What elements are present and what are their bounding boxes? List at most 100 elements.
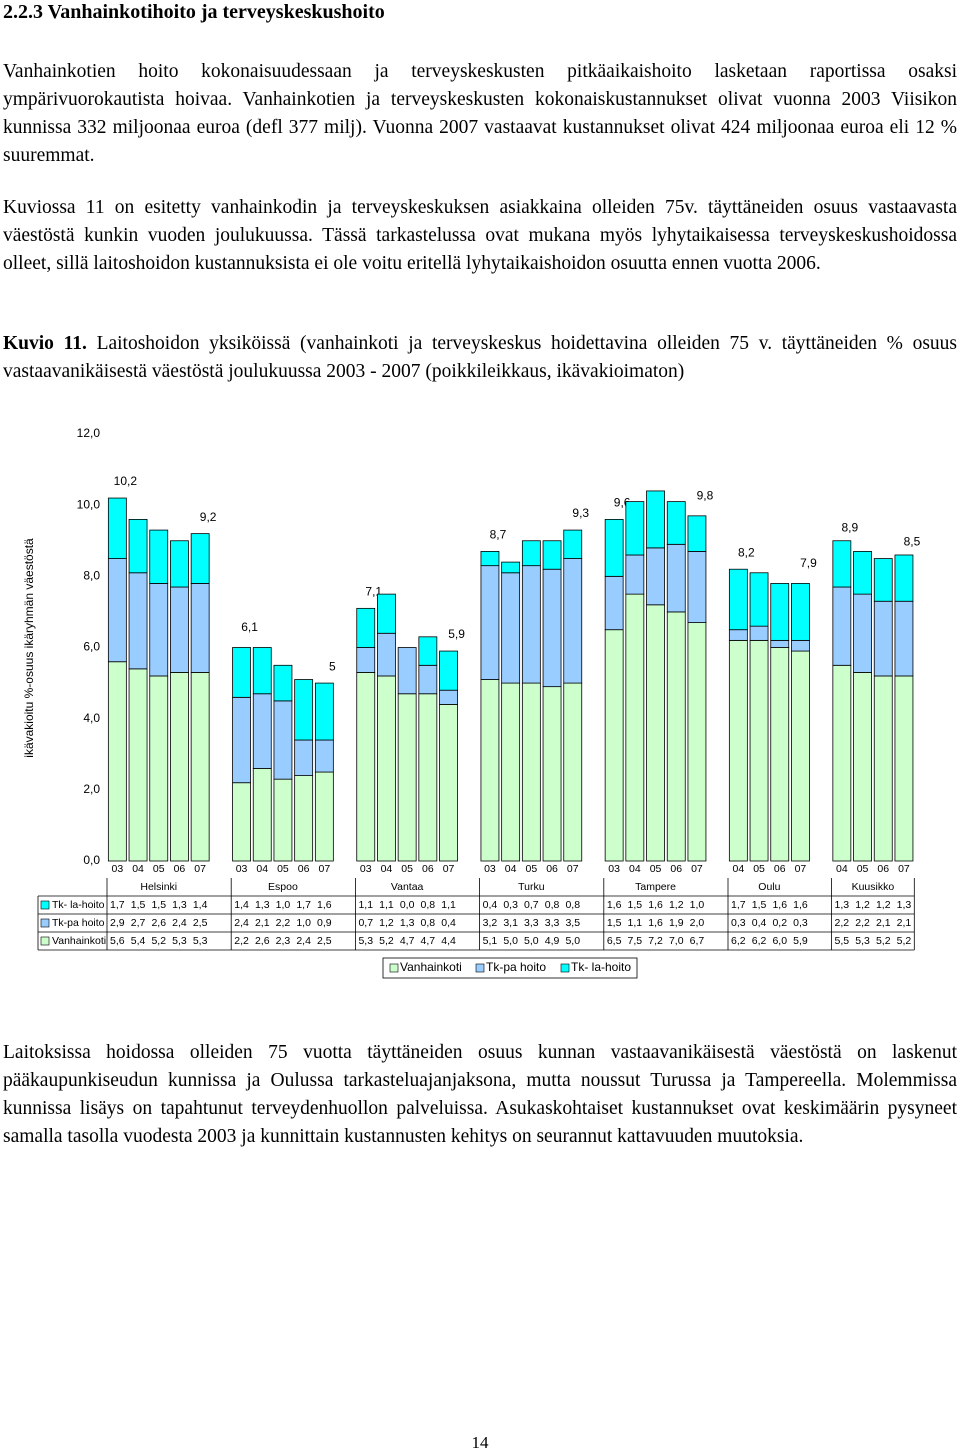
table-value: 0,4 [441,917,456,929]
table-value: 1,3 [172,899,187,911]
group-label: Tampere [635,881,676,893]
x-tick-label: 05 [153,863,165,875]
table-row-label: Vanhainkoti [52,935,106,947]
page-number: 14 [471,1433,489,1451]
table-value: 1,0 [690,899,705,911]
legend-label: Tk-pa hoito [486,960,546,974]
paragraph: Vanhainkotien hoito kokonaisuudessaan ja… [3,61,957,166]
x-tick-label: 03 [608,863,620,875]
x-tick-label: 03 [236,863,248,875]
y-tick-label: 4,0 [83,711,100,725]
x-tick-label: 06 [774,863,786,875]
bar-segment [149,583,169,677]
bar-segment [128,519,148,574]
caption: Kuvio 11. Laitoshoidon yksiköissä (vanha… [3,330,957,386]
paragraph: Kuviossa 11 on esitetty vanhainkodin ja … [3,197,957,274]
x-tick-label: 06 [670,863,682,875]
table-value: 3,1 [503,917,518,929]
table-value: 1,5 [628,899,643,911]
table-value: 1,1 [358,899,373,911]
bar-segment [521,682,541,862]
legend-box [382,957,638,979]
total-label: 6,1 [241,620,258,634]
table-value: 1,9 [669,917,684,929]
bar-segment [749,639,769,862]
bar-segment [356,647,376,673]
table-value: 1,3 [400,917,415,929]
bar-segment [273,778,293,862]
bar-segment [149,675,169,862]
bar-segment [563,558,583,684]
table-value: 5,3 [193,935,208,947]
total-label: 9,3 [572,506,589,520]
y-tick-label: 2,0 [83,782,100,796]
table-value: 5,6 [110,935,125,947]
table-value: 4,7 [421,935,436,947]
bar-segment [749,625,769,641]
table-value: 6,7 [690,935,705,947]
bar-segment [377,632,396,677]
bar-segment [501,572,521,684]
bar-segment [770,647,790,862]
table-value: 0,0 [400,899,415,911]
bar-segment [418,664,438,695]
y-tick-label: 8,0 [83,569,100,583]
bar-segment [894,600,914,677]
bar-segment [604,575,624,631]
bar-segment [687,551,707,623]
table-value: 1,2 [876,899,891,911]
bar-segment [666,611,686,862]
table-value: 1,7 [731,899,746,911]
group-label: Turku [518,881,545,893]
bar-segment [521,540,541,567]
bar-segment [314,771,334,862]
bar-segment [501,561,521,574]
table-value: 2,1 [876,917,891,929]
x-tick-label: 07 [567,863,579,875]
table-value: 5,4 [131,935,146,947]
table-value: 3,3 [545,917,560,929]
x-tick-label: 06 [174,863,186,875]
table-value: 1,0 [276,899,291,911]
table-value: 1,1 [628,917,643,929]
bar-segment [314,739,334,773]
table-value: 6,2 [752,935,767,947]
bar-segment [107,661,127,862]
table-value: 5,1 [483,935,498,947]
bar-segment [625,501,645,556]
bar-segment [190,672,210,862]
bar-segment [273,700,293,780]
bar-segment [873,675,893,862]
table-value: 2,1 [897,917,912,929]
heading: 2.2.3 Vanhainkotihoito ja terveyskeskush… [3,1,385,23]
x-tick-label: 05 [650,863,662,875]
bar-segment [294,739,314,776]
table-value: 2,7 [131,917,146,929]
total-label: 9,8 [697,488,714,502]
bar-segment [666,543,686,613]
table-value: 1,1 [441,899,456,911]
legend-key [389,963,399,973]
group-label: Oulu [758,881,780,893]
total-label: 5 [329,659,336,673]
table-value: 5,2 [876,935,891,947]
bar-segment [728,629,748,641]
bar-segment [770,583,790,641]
table-value: 1,1 [379,899,394,911]
bar-segment [439,689,458,705]
y-tick-label: 12,0 [77,426,101,440]
table-value: 0,2 [772,917,787,929]
table-value: 1,4 [193,899,208,911]
bar-segment [666,501,686,545]
bar-segment [542,568,562,688]
x-tick-label: 03 [484,863,496,875]
table-value: 3,2 [483,917,498,929]
table-value: 4,4 [441,935,456,947]
bar-segment [832,664,852,862]
bar-segment [853,593,872,673]
y-tick-label: 10,0 [77,497,101,511]
bar-segment [542,540,562,570]
bar-segment [190,533,210,584]
table-value: 6,5 [607,935,622,947]
